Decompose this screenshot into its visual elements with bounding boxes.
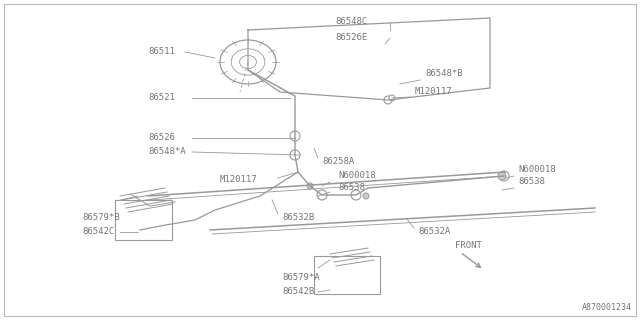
Circle shape	[290, 131, 300, 141]
Text: FRONT: FRONT	[455, 241, 482, 250]
Bar	[115, 200, 172, 240]
Text: 86521: 86521	[148, 93, 175, 102]
Text: 86579*B: 86579*B	[82, 213, 120, 222]
Circle shape	[307, 183, 313, 189]
Text: 86548*A: 86548*A	[148, 148, 186, 156]
Text: M120117: M120117	[220, 175, 258, 185]
Text: M120117: M120117	[415, 87, 452, 97]
Circle shape	[317, 190, 327, 200]
Text: 86526: 86526	[148, 133, 175, 142]
Text: 86511: 86511	[148, 47, 175, 57]
Text: 86538: 86538	[338, 183, 365, 193]
Circle shape	[290, 150, 300, 160]
Text: A870001234: A870001234	[582, 303, 632, 312]
Circle shape	[498, 172, 506, 180]
Circle shape	[351, 190, 361, 200]
Text: 86258A: 86258A	[322, 157, 355, 166]
Text: N600018: N600018	[338, 172, 376, 180]
Text: 86538: 86538	[518, 178, 545, 187]
Text: 86548C: 86548C	[335, 18, 367, 27]
Text: 86579*A: 86579*A	[282, 274, 319, 283]
Text: 86526E: 86526E	[335, 34, 367, 43]
Bar	[314, 256, 380, 294]
Text: 86532B: 86532B	[282, 213, 314, 222]
Text: 86532A: 86532A	[418, 228, 451, 236]
Text: N600018: N600018	[518, 165, 556, 174]
Circle shape	[363, 193, 369, 199]
Text: 86548*B: 86548*B	[425, 69, 463, 78]
Text: 86542B: 86542B	[282, 287, 314, 297]
Circle shape	[384, 96, 392, 104]
Circle shape	[389, 95, 395, 101]
Text: 86542C: 86542C	[82, 228, 115, 236]
Circle shape	[499, 171, 509, 181]
